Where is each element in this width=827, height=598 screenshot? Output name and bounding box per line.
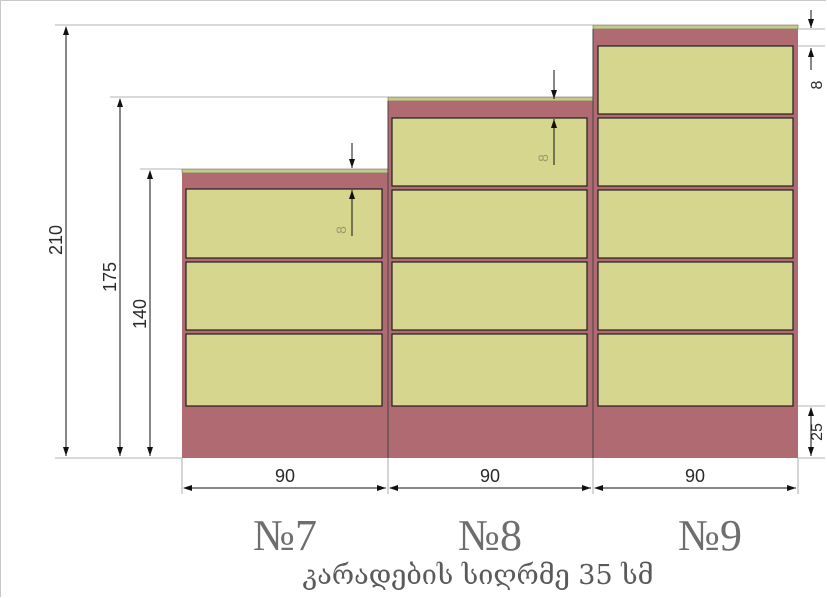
width-label-8: 90 xyxy=(480,466,500,486)
width-label-7: 90 xyxy=(275,466,295,486)
cabinet-7 xyxy=(181,168,389,458)
dim-210-label: 210 xyxy=(46,225,66,255)
dim-8-right-label: 8 xyxy=(809,80,826,89)
cabinet-8-label: №8 xyxy=(458,511,522,560)
dim-25-label: 25 xyxy=(809,423,826,441)
height-dimensions: 210 175 140 xyxy=(46,24,593,459)
cabinet-8 xyxy=(387,96,594,458)
gap-8-cab8-label: 8 xyxy=(535,154,551,162)
cabinet-9-top-strip xyxy=(592,24,799,30)
cabinet-9-shelf-2 xyxy=(597,117,794,187)
cabinet-8-shelf-2 xyxy=(391,189,588,259)
cabinet-8-top-strip xyxy=(387,96,594,102)
dim-140-label: 140 xyxy=(130,299,150,329)
cabinet-9 xyxy=(592,24,799,458)
depth-caption: კარადების სიღრმე 35 სმ xyxy=(303,560,654,591)
dim-175-label: 175 xyxy=(100,262,120,292)
gap-8-cab7-label: 8 xyxy=(333,226,349,234)
cabinet-8-shelf-3 xyxy=(391,261,588,331)
cabinet-9-shelf-1 xyxy=(597,45,794,115)
cabinet-7-shelf-3 xyxy=(185,333,383,407)
width-dimensions: 90 90 90 xyxy=(181,458,799,494)
cabinet-7-top-strip xyxy=(181,168,389,174)
cabinet-7-shelf-1 xyxy=(185,188,383,259)
inner-gap-dimensions: 8 8 xyxy=(333,70,557,236)
cabinet-9-shelf-3 xyxy=(597,189,794,259)
cabinet-7-shelf-2 xyxy=(185,261,383,331)
cabinet-8-shelf-4 xyxy=(391,333,588,407)
right-dimensions: 8 25 xyxy=(798,10,826,459)
cabinet-9-shelf-5 xyxy=(597,333,794,407)
cabinet-8-shelf-1 xyxy=(391,117,588,187)
cabinet-9-shelf-4 xyxy=(597,261,794,331)
width-label-9: 90 xyxy=(685,466,705,486)
cabinet-9-label: №9 xyxy=(678,511,742,560)
cabinet-7-label: №7 xyxy=(253,511,317,560)
